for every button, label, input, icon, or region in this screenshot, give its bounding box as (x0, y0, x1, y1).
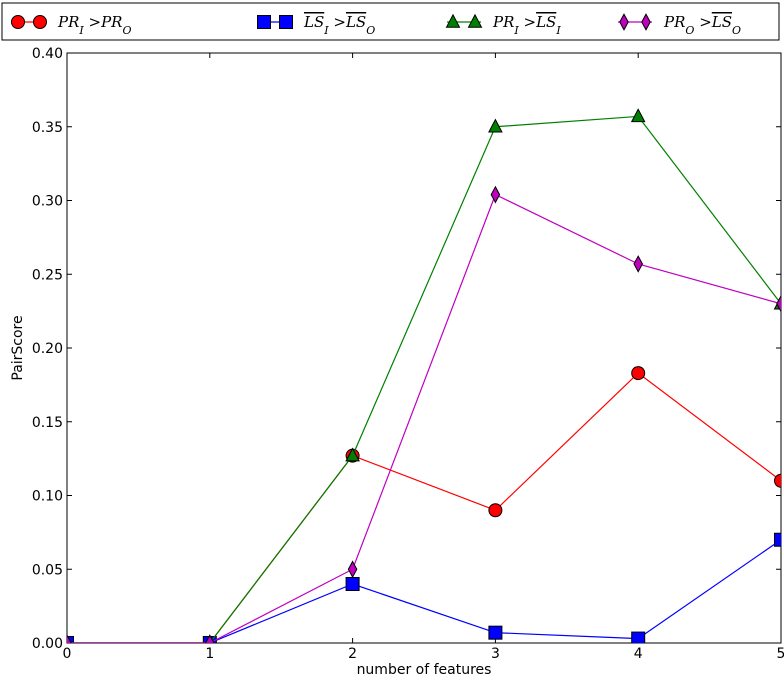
plot-frame (66, 52, 782, 644)
series-circle (67, 366, 781, 643)
data-point (345, 447, 360, 462)
legend-entry: PRO >LSO (618, 13, 741, 37)
legend-marker (445, 13, 461, 28)
series-triangle (67, 108, 781, 643)
series-layer (67, 108, 781, 643)
y-tick-label: 0.20 (32, 341, 63, 357)
plot-area-border (66, 52, 782, 644)
y-tick-label: 0.05 (32, 562, 63, 578)
y-tick-label: 0.40 (32, 46, 63, 62)
series-line (67, 115, 781, 643)
legend-entry: PRI >PRO (11, 13, 132, 37)
data-point (345, 577, 360, 591)
legend-marker (279, 15, 293, 29)
legend-marker (257, 15, 271, 29)
legend-label: PRI >PRO (57, 13, 132, 37)
y-tick-label: 0.35 (32, 120, 63, 136)
legend-marker (467, 13, 483, 28)
legend-marker (641, 13, 651, 31)
x-tick-label: 0 (63, 646, 72, 662)
series-square (67, 532, 781, 643)
legend-label: PRO >LSO (663, 13, 741, 37)
legend-marker (33, 15, 47, 29)
y-tick-label: 0.25 (32, 267, 63, 283)
x-tick-label: 1 (205, 646, 214, 662)
y-tick-label: 0.15 (32, 415, 63, 431)
x-axis-title: number of features (357, 662, 492, 678)
legend-label: PRI >LSI (492, 13, 561, 37)
data-point (488, 118, 503, 133)
data-point (776, 294, 781, 313)
data-point (631, 366, 646, 381)
data-point (347, 560, 358, 579)
data-point (774, 532, 781, 547)
series-diamond (67, 185, 781, 643)
x-tick-label: 4 (634, 646, 643, 662)
axis-tick-labels: 0 1 2 3 4 5 0.00 0.05 0.10 0.15 0.20 0.25 0.30 0.35 0.… (32, 46, 784, 662)
legend-marker (619, 13, 629, 31)
legend-marker (11, 15, 25, 29)
legend: PRI >PRO LSI >LSO PRI >LSI PRO >LSO (1, 2, 780, 41)
data-point (631, 631, 646, 643)
data-point (488, 503, 503, 518)
data-point (774, 473, 781, 488)
series-line (67, 539, 781, 643)
legend-entry: PRI >LSI (445, 13, 561, 37)
x-tick-label: 3 (491, 646, 500, 662)
legend-entry: LSI >LSO (257, 13, 375, 37)
data-point (490, 185, 501, 204)
data-point (67, 636, 74, 643)
data-point (630, 108, 646, 123)
axis-ticks (66, 52, 782, 644)
y-tick-label: 0.00 (32, 636, 63, 652)
series-line (67, 372, 781, 643)
y-axis-title: PairScore (10, 315, 26, 380)
series-line (67, 193, 781, 643)
y-tick-label: 0.30 (32, 194, 63, 210)
y-tick-label: 0.10 (32, 489, 63, 505)
data-point (67, 634, 72, 643)
data-point (633, 255, 643, 273)
data-point (205, 634, 215, 643)
legend-label: LSI >LSO (303, 13, 375, 37)
data-point (488, 625, 503, 640)
x-tick-label: 5 (777, 646, 784, 662)
x-tick-label: 2 (348, 646, 357, 662)
